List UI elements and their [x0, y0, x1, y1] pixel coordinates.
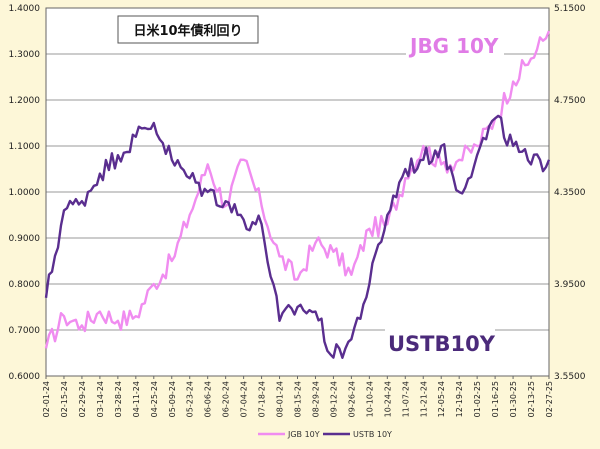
chart-title: 日米10年債利回り: [133, 23, 242, 39]
series-line-ustb: [44, 114, 551, 359]
y-tick-left: 1.2000: [9, 96, 41, 106]
y-axis-left: 0.6000 0.7000 0.8000 0.9000 1.0000 1.1000 1.20…: [9, 4, 41, 382]
legend-label-jgb: JGB 10Y: [287, 430, 320, 439]
x-tick-label: 02-13-25: [527, 381, 536, 417]
x-tick-label: 12-05-24: [437, 381, 446, 417]
legend-label-ust: USTB 10Y: [353, 430, 392, 439]
x-tick-label: 03-14-24: [96, 381, 105, 417]
x-tick-label: 05-23-24: [186, 381, 195, 417]
x-tick-label: 01-30-25: [509, 381, 518, 417]
y-axis-right: 3.5500 3.9500 4.3500 4.7500 5.1500: [554, 4, 586, 382]
x-tick-label: 07-18-24: [258, 381, 267, 417]
jgb-label-box: JBG 10Y: [406, 30, 504, 60]
y-tick-left: 1.3000: [9, 50, 41, 60]
x-tick-label: 01-16-25: [491, 381, 500, 417]
x-tick-label: 10-10-24: [365, 381, 374, 417]
x-tick-label: 04-25-24: [150, 381, 159, 417]
y-tick-left: 0.7000: [9, 326, 41, 336]
ust-label: USTB10Y: [388, 332, 496, 356]
series-line-jgb: [44, 30, 551, 349]
y-tick-left: 0.9000: [9, 234, 41, 244]
series-lines: [44, 30, 551, 359]
y-tick-right: 3.9500: [554, 280, 586, 290]
x-tick-label: 08-01-24: [276, 381, 285, 417]
y-tick-right: 3.5500: [554, 372, 586, 382]
x-tick-label: 01-02-25: [473, 381, 482, 417]
y-tick-left: 0.6000: [9, 372, 41, 382]
x-tick-label: 08-15-24: [294, 381, 303, 417]
ust-label-box: USTB10Y: [385, 328, 496, 358]
y-tick-right: 5.1500: [554, 4, 586, 14]
x-tick-label: 09-26-24: [347, 381, 356, 417]
jgb-label: JBG 10Y: [408, 34, 499, 58]
x-axis: 02-01-24 02-15-24 02-29-24 03-14-24 03-28-24…: [42, 376, 554, 417]
x-tick-label: 08-29-24: [311, 381, 320, 417]
legend: JGB 10Y USTB 10Y: [258, 430, 392, 439]
y-tick-left: 1.0000: [9, 188, 41, 198]
x-tick-label: 11-07-24: [401, 381, 410, 417]
y-tick-right: 4.7500: [554, 96, 586, 106]
x-tick-label: 09-12-24: [329, 381, 338, 417]
x-tick-label: 04-11-24: [132, 381, 141, 417]
x-tick-label: 03-28-24: [114, 381, 123, 417]
x-tick-label: 02-01-24: [42, 381, 51, 417]
x-tick-label: 05-09-24: [168, 381, 177, 417]
x-tick-label: 06-06-24: [204, 381, 213, 417]
x-tick-label: 02-29-24: [78, 381, 87, 417]
x-tick-label: 02-27-25: [545, 381, 554, 417]
x-tick-label: 10-24-24: [383, 381, 392, 417]
x-tick-label: 06-20-24: [222, 381, 231, 417]
y-tick-left: 1.1000: [9, 142, 41, 152]
y-tick-right: 4.3500: [554, 188, 586, 198]
x-tick-label: 12-19-24: [455, 381, 464, 417]
x-tick-label: 11-21-24: [419, 381, 428, 417]
y-tick-left: 0.8000: [9, 280, 41, 290]
x-tick-label: 07-04-24: [240, 381, 249, 417]
y-tick-left: 1.4000: [9, 4, 41, 14]
x-tick-label: 02-15-24: [60, 381, 69, 417]
chart-title-box: 日米10年債利回り: [117, 15, 259, 44]
